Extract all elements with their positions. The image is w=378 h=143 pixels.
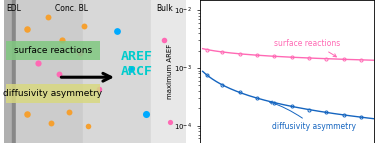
Text: Bulk: Bulk xyxy=(156,4,173,13)
Point xyxy=(36,62,42,64)
Point xyxy=(45,16,51,18)
Text: surface reactions: surface reactions xyxy=(274,39,341,57)
Bar xyxy=(4,0,12,143)
Point xyxy=(56,73,62,76)
Point xyxy=(143,113,149,116)
Point xyxy=(81,25,87,27)
Point xyxy=(85,125,91,127)
Point xyxy=(25,113,31,116)
Bar xyxy=(151,0,186,143)
Point xyxy=(161,39,167,41)
FancyBboxPatch shape xyxy=(6,84,101,103)
Bar xyxy=(83,0,151,143)
Point xyxy=(48,122,54,124)
Point xyxy=(25,27,31,30)
Point xyxy=(129,67,135,70)
Point xyxy=(96,88,102,90)
Text: Conc. BL: Conc. BL xyxy=(55,4,88,13)
FancyBboxPatch shape xyxy=(6,41,101,60)
Text: diffusivity asymmetry: diffusivity asymmetry xyxy=(269,101,356,131)
Point xyxy=(167,120,173,123)
Text: diffusivity asymmetry: diffusivity asymmetry xyxy=(3,89,102,98)
Point xyxy=(114,30,120,33)
Bar xyxy=(12,0,15,143)
Point xyxy=(67,110,73,113)
Text: AREF
ARCF: AREF ARCF xyxy=(121,50,153,78)
Y-axis label: maximum AREF: maximum AREF xyxy=(167,44,173,99)
Point xyxy=(77,52,84,54)
Point xyxy=(59,39,65,41)
Text: EDL: EDL xyxy=(6,4,21,13)
Bar xyxy=(15,0,83,143)
Text: surface reactions: surface reactions xyxy=(14,46,92,55)
